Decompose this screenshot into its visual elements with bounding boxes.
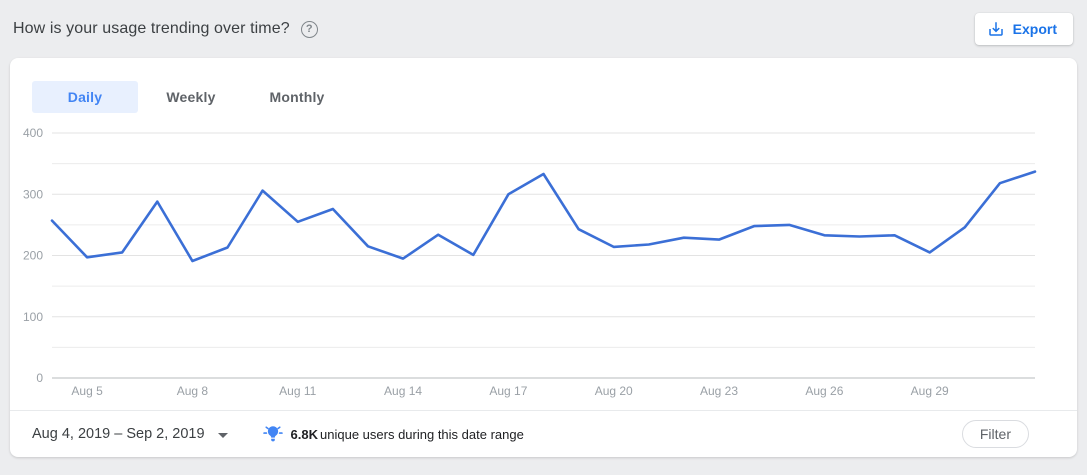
insight-note: 6.8K unique users during this date range: [262, 423, 524, 445]
x-axis-tick-label: Aug 5: [71, 384, 103, 398]
y-axis-tick-label: 200: [23, 249, 43, 263]
page-header: How is your usage trending over time? ? …: [0, 0, 1087, 58]
usage-trend-card: Daily Weekly Monthly 0 100 200 300 400 Aug 5 A…: [10, 58, 1077, 457]
granularity-tabs: Daily Weekly Monthly: [32, 81, 350, 113]
y-axis-tick-label: 100: [23, 310, 43, 324]
x-axis-tick-label: Aug 11: [279, 384, 316, 398]
page-title: How is your usage trending over time?: [13, 20, 290, 37]
tab-weekly[interactable]: Weekly: [166, 89, 216, 105]
export-button[interactable]: Export: [974, 13, 1073, 45]
lightbulb-icon: [262, 423, 284, 445]
x-axis-tick-label: Aug 29: [911, 384, 949, 398]
unique-users-text: unique users during this date range: [320, 426, 524, 442]
x-axis-tick-label: Aug 20: [595, 384, 633, 398]
usage-line-chart: 0 100 200 300 400 Aug 5 Aug 8 Aug 11 Aug 14 Aug 1…: [23, 126, 1037, 398]
y-axis-tick-label: 0: [36, 371, 43, 385]
insight-text: 6.8K unique users during this date range: [291, 427, 524, 442]
card-footer: Aug 4, 2019 – Sep 2, 2019 6.8K unique use…: [10, 410, 1077, 457]
x-axis-tick-label: Aug 14: [384, 384, 422, 398]
x-axis-tick-label: Aug 26: [805, 384, 843, 398]
filter-button[interactable]: Filter: [961, 420, 1029, 448]
date-range-selector[interactable]: Aug 4, 2019 – Sep 2, 2019: [32, 426, 228, 442]
caret-down-icon: [217, 432, 228, 438]
usage-line-series: [50, 170, 1037, 263]
export-button-label: Export: [1012, 21, 1057, 37]
help-icon[interactable]: ?: [300, 20, 318, 38]
download-icon: [987, 20, 1005, 38]
y-axis-tick-label: 400: [23, 126, 43, 140]
tab-monthly[interactable]: Monthly: [269, 89, 325, 105]
unique-users-value: 6.8K: [290, 426, 319, 442]
x-axis-tick-label: Aug 8: [177, 384, 209, 398]
x-axis-tick-label: Aug 17: [489, 384, 527, 398]
tab-daily[interactable]: Daily: [32, 81, 138, 113]
x-axis-tick-label: Aug 23: [700, 384, 738, 398]
y-axis-tick-label: 300: [23, 187, 43, 201]
date-range-label: Aug 4, 2019 – Sep 2, 2019: [32, 426, 205, 442]
